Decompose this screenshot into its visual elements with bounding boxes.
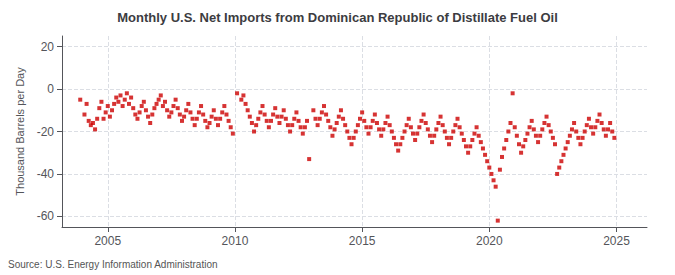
svg-text:-60: -60 — [37, 209, 55, 223]
svg-text:Source: U.S. Energy Informatio: Source: U.S. Energy Information Administ… — [8, 259, 218, 270]
svg-text:Monthly U.S. Net Imports from: Monthly U.S. Net Imports from Dominican … — [117, 10, 558, 25]
svg-text:2025: 2025 — [603, 234, 630, 248]
svg-text:0: 0 — [47, 82, 54, 96]
svg-text:-40: -40 — [37, 167, 55, 181]
svg-text:2020: 2020 — [476, 234, 503, 248]
svg-text:20: 20 — [41, 40, 55, 54]
svg-text:-20: -20 — [37, 125, 55, 139]
svg-text:Thousand Barrels per Day: Thousand Barrels per Day — [14, 67, 26, 196]
svg-text:2005: 2005 — [94, 234, 121, 248]
svg-text:2015: 2015 — [349, 234, 376, 248]
svg-text:2010: 2010 — [222, 234, 249, 248]
